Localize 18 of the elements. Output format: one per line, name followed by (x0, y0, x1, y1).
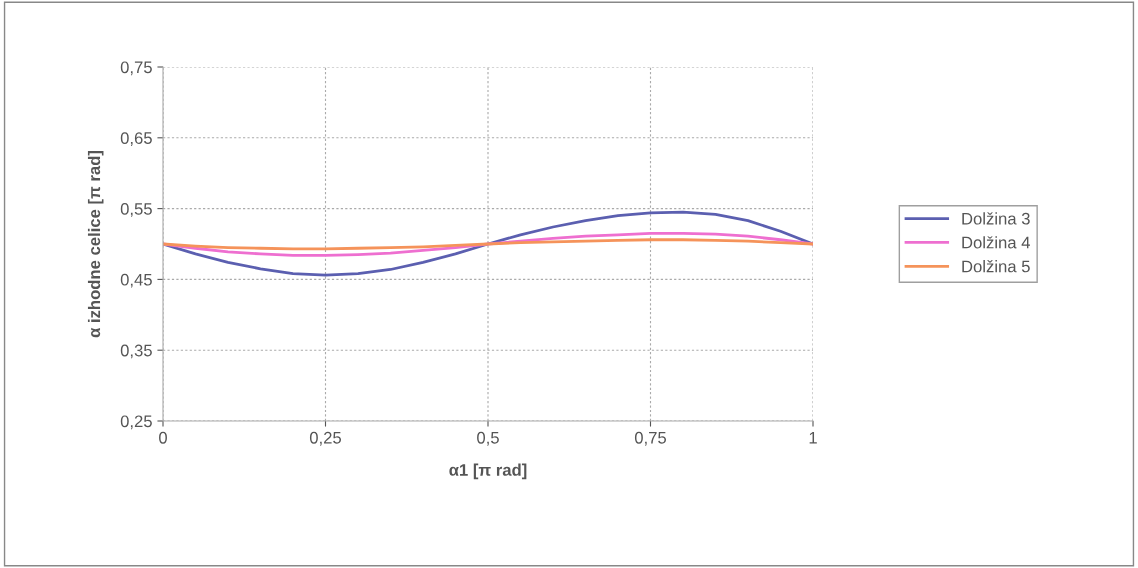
y-tick-label: 0,45 (120, 273, 152, 288)
x-tick-label: 0 (159, 431, 167, 444)
y-tick-label: 0,65 (120, 132, 152, 146)
legend-label: Dolžina 4 (962, 236, 1030, 249)
x-tick-label: 0,25 (309, 431, 342, 446)
legend-label: Dolžina 3 (962, 212, 1030, 225)
x-tick-label: 1 (809, 432, 817, 444)
legend-label: Dolžina 5 (962, 260, 1030, 273)
y-tick-label: 0,35 (120, 344, 152, 359)
y-tick-label: 0,25 (120, 415, 152, 430)
y-tick-label: 0,55 (120, 203, 152, 217)
line-series (163, 238, 813, 251)
x-axis-title: α1 [π rad] (449, 463, 527, 480)
y-axis-title: α izhodne celice [π rad] (87, 151, 104, 338)
line-series (163, 210, 813, 277)
x-tick-label: 0,5 (477, 431, 499, 446)
y-tick-label: 0,75 (120, 61, 152, 76)
x-tick-label: 0,75 (634, 431, 667, 446)
